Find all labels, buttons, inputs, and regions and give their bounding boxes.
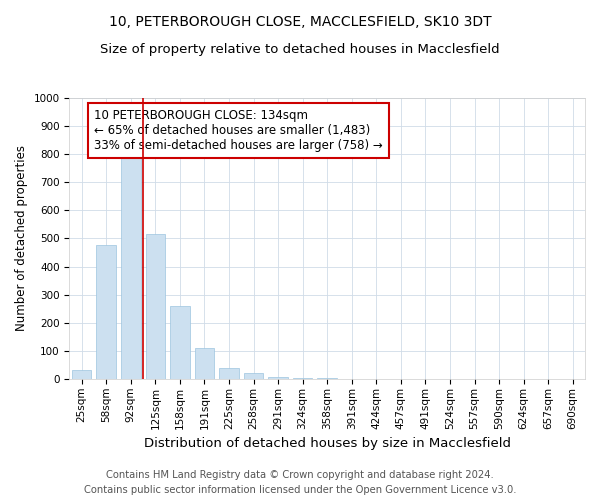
Bar (97, 244, 116, 379)
Bar (72, 370, 91, 379)
Bar (121, 148, 140, 379)
Bar (317, 378, 337, 379)
Bar (170, 306, 190, 379)
Bar (293, 378, 313, 379)
Text: Contains HM Land Registry data © Crown copyright and database right 2024.
Contai: Contains HM Land Registry data © Crown c… (84, 470, 516, 495)
Bar (194, 348, 214, 379)
X-axis label: Distribution of detached houses by size in Macclesfield: Distribution of detached houses by size … (144, 437, 511, 450)
Text: 10, PETERBOROUGH CLOSE, MACCLESFIELD, SK10 3DT: 10, PETERBOROUGH CLOSE, MACCLESFIELD, SK… (109, 15, 491, 29)
Y-axis label: Number of detached properties: Number of detached properties (15, 146, 28, 332)
Text: 10 PETERBOROUGH CLOSE: 134sqm
← 65% of detached houses are smaller (1,483)
33% o: 10 PETERBOROUGH CLOSE: 134sqm ← 65% of d… (94, 109, 383, 152)
Text: Size of property relative to detached houses in Macclesfield: Size of property relative to detached ho… (100, 42, 500, 56)
Bar (146, 234, 165, 379)
Bar (268, 378, 288, 379)
Bar (219, 368, 239, 379)
Bar (244, 374, 263, 379)
